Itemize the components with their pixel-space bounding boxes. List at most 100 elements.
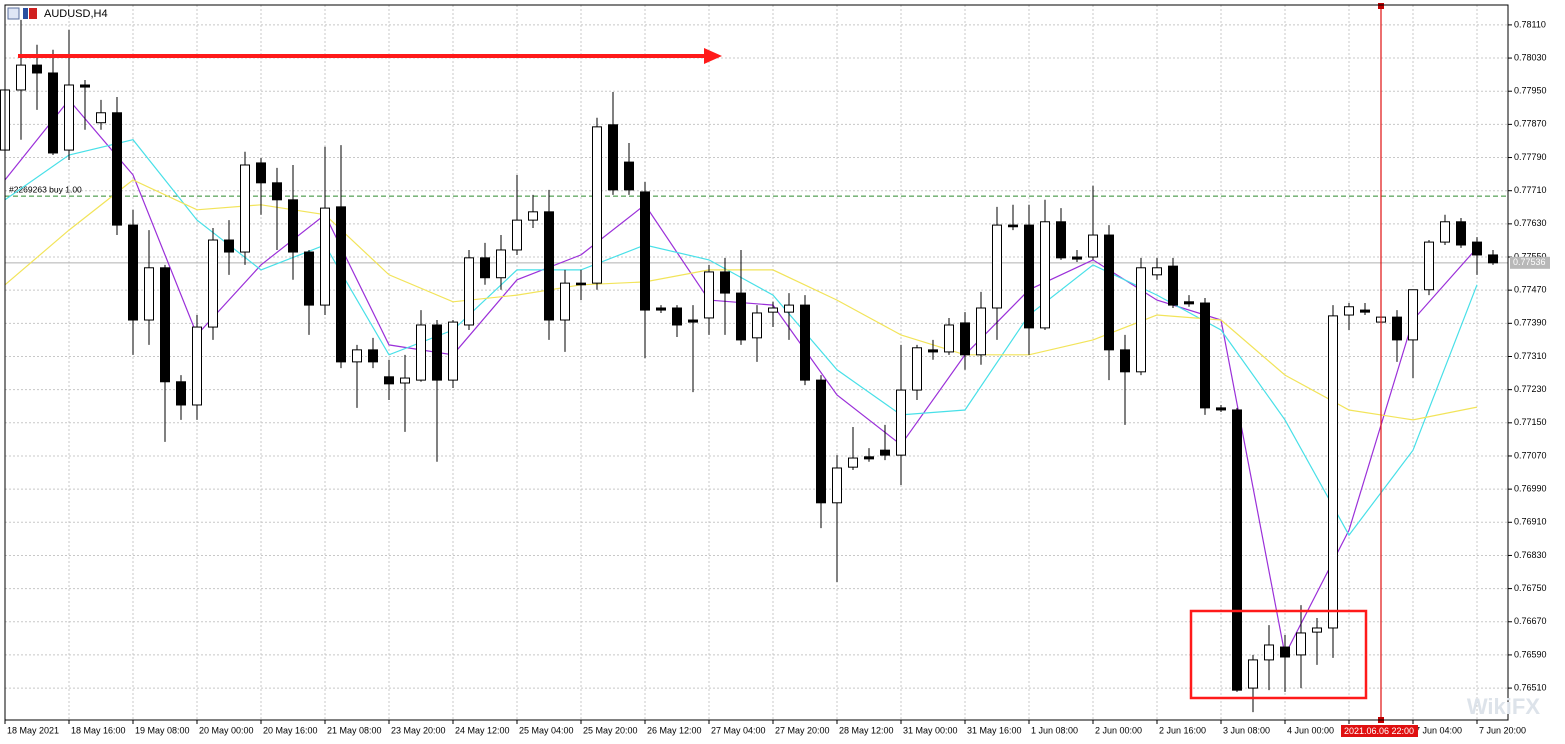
candle-body xyxy=(752,312,762,339)
watermark: WikiFX xyxy=(1467,694,1540,719)
candle-body xyxy=(432,324,442,381)
candle-body xyxy=(336,206,346,363)
candle-body xyxy=(96,112,106,124)
candle-body xyxy=(560,282,570,321)
candle-body xyxy=(1456,221,1466,246)
x-tick-label: 23 May 20:00 xyxy=(391,725,446,735)
y-tick-label: 0.77630 xyxy=(1514,218,1547,228)
candle-body xyxy=(1328,315,1338,629)
candle-body xyxy=(704,271,714,319)
candle-body xyxy=(832,467,842,504)
candle-body xyxy=(464,257,474,326)
x-tick-label: 28 May 12:00 xyxy=(839,725,894,735)
crosshair-label-box xyxy=(1341,725,1418,737)
candle-body xyxy=(192,326,202,406)
candle-body xyxy=(224,239,234,253)
candle-body xyxy=(1232,409,1242,691)
candle-body xyxy=(1440,221,1450,243)
y-tick-label: 0.77950 xyxy=(1514,86,1547,96)
y-tick-label: 0.77470 xyxy=(1514,285,1547,295)
crosshair-label: 2021.06.06 22:00 xyxy=(1344,726,1414,736)
candle-body xyxy=(1072,256,1082,260)
annotation-box xyxy=(1189,609,1368,700)
candle-body xyxy=(80,84,90,88)
x-tick-label: 4 Jun 00:00 xyxy=(1287,725,1334,735)
y-tick-label: 0.77150 xyxy=(1514,417,1547,427)
x-tick-label: 18 May 2021 xyxy=(7,725,59,735)
candle-body xyxy=(784,304,794,313)
candle-body xyxy=(864,456,874,460)
candle-body xyxy=(64,84,74,151)
y-tick-label: 0.77550 xyxy=(1514,251,1547,261)
candle-body xyxy=(1056,221,1066,259)
bid-label-box xyxy=(1510,256,1550,269)
y-tick-label: 0.77310 xyxy=(1514,351,1547,361)
candle-body xyxy=(960,322,970,356)
x-tick-label: 26 May 12:00 xyxy=(647,725,702,735)
chart-title: AUDUSD,H4 xyxy=(44,8,108,20)
candle-body xyxy=(384,376,394,385)
candle-body xyxy=(592,126,602,284)
candle-body xyxy=(176,381,186,406)
annotation-arrow-head xyxy=(704,48,722,64)
x-tick-label: 7 Jun 20:00 xyxy=(1479,725,1526,735)
candle-body xyxy=(720,271,730,294)
x-tick-label: 21 May 08:00 xyxy=(327,725,382,735)
y-tick-label: 0.76910 xyxy=(1514,517,1547,527)
candle-body xyxy=(1200,302,1210,409)
candle-body xyxy=(656,307,666,311)
candle-body xyxy=(272,182,282,201)
candle-body xyxy=(1264,644,1274,661)
candle-body xyxy=(1008,224,1018,228)
candle-body xyxy=(1248,659,1258,689)
candle-body xyxy=(256,162,266,184)
candle-body xyxy=(912,347,922,391)
y-tick-label: 0.77710 xyxy=(1514,185,1547,195)
candle-body xyxy=(672,307,682,326)
x-tick-label: 19 May 08:00 xyxy=(135,725,190,735)
y-tick-label: 0.77070 xyxy=(1514,450,1547,460)
y-tick-label: 0.76830 xyxy=(1514,550,1547,560)
candle-body xyxy=(48,72,58,154)
candle-body xyxy=(896,389,906,456)
candle-body xyxy=(992,224,1002,309)
candle-body xyxy=(368,349,378,363)
x-tick-label: 31 May 16:00 xyxy=(967,725,1022,735)
candle-body xyxy=(400,377,410,384)
trade-line-label: #2269263 buy 1.00 xyxy=(9,184,82,194)
bid-label: 0.77536 xyxy=(1513,257,1546,267)
candle-body xyxy=(1024,224,1034,329)
x-tick-label: 31 May 00:00 xyxy=(903,725,958,735)
x-tick-label: 27 May 20:00 xyxy=(775,725,830,735)
candle-body xyxy=(1152,267,1162,276)
y-tick-label: 0.76590 xyxy=(1514,649,1547,659)
candle-body xyxy=(624,161,634,191)
candle-body xyxy=(848,457,858,468)
candle-body xyxy=(1392,316,1402,341)
candle-body xyxy=(1088,234,1098,258)
x-tick-label: 2 Jun 00:00 xyxy=(1095,725,1142,735)
candle-body xyxy=(944,324,954,353)
candle-body xyxy=(800,304,810,381)
candle-body xyxy=(1120,349,1130,373)
plot-frame xyxy=(4,4,1509,721)
candle-body xyxy=(512,219,522,251)
axes: 0.78110 0.78030 0.77950 0.77870 0.77790 0.777… xyxy=(4,19,1550,735)
candle-body xyxy=(1488,254,1498,264)
candle-body xyxy=(128,224,138,321)
x-tick-label: 20 May 00:00 xyxy=(199,725,254,735)
x-tick-label: 2 Jun 16:00 xyxy=(1159,725,1206,735)
candle-body xyxy=(880,449,890,456)
y-tick-label: 0.77790 xyxy=(1514,152,1547,162)
window-icon xyxy=(23,8,28,19)
candle-body xyxy=(736,292,746,341)
y-tick-label: 0.76750 xyxy=(1514,583,1547,593)
candle-body xyxy=(976,307,986,356)
candle-body xyxy=(1104,234,1114,351)
candle-body xyxy=(928,349,938,353)
candle-body xyxy=(768,307,778,313)
candle-body xyxy=(16,64,26,91)
candle-body xyxy=(576,282,586,286)
x-tick-label: 18 May 16:00 xyxy=(71,725,126,735)
